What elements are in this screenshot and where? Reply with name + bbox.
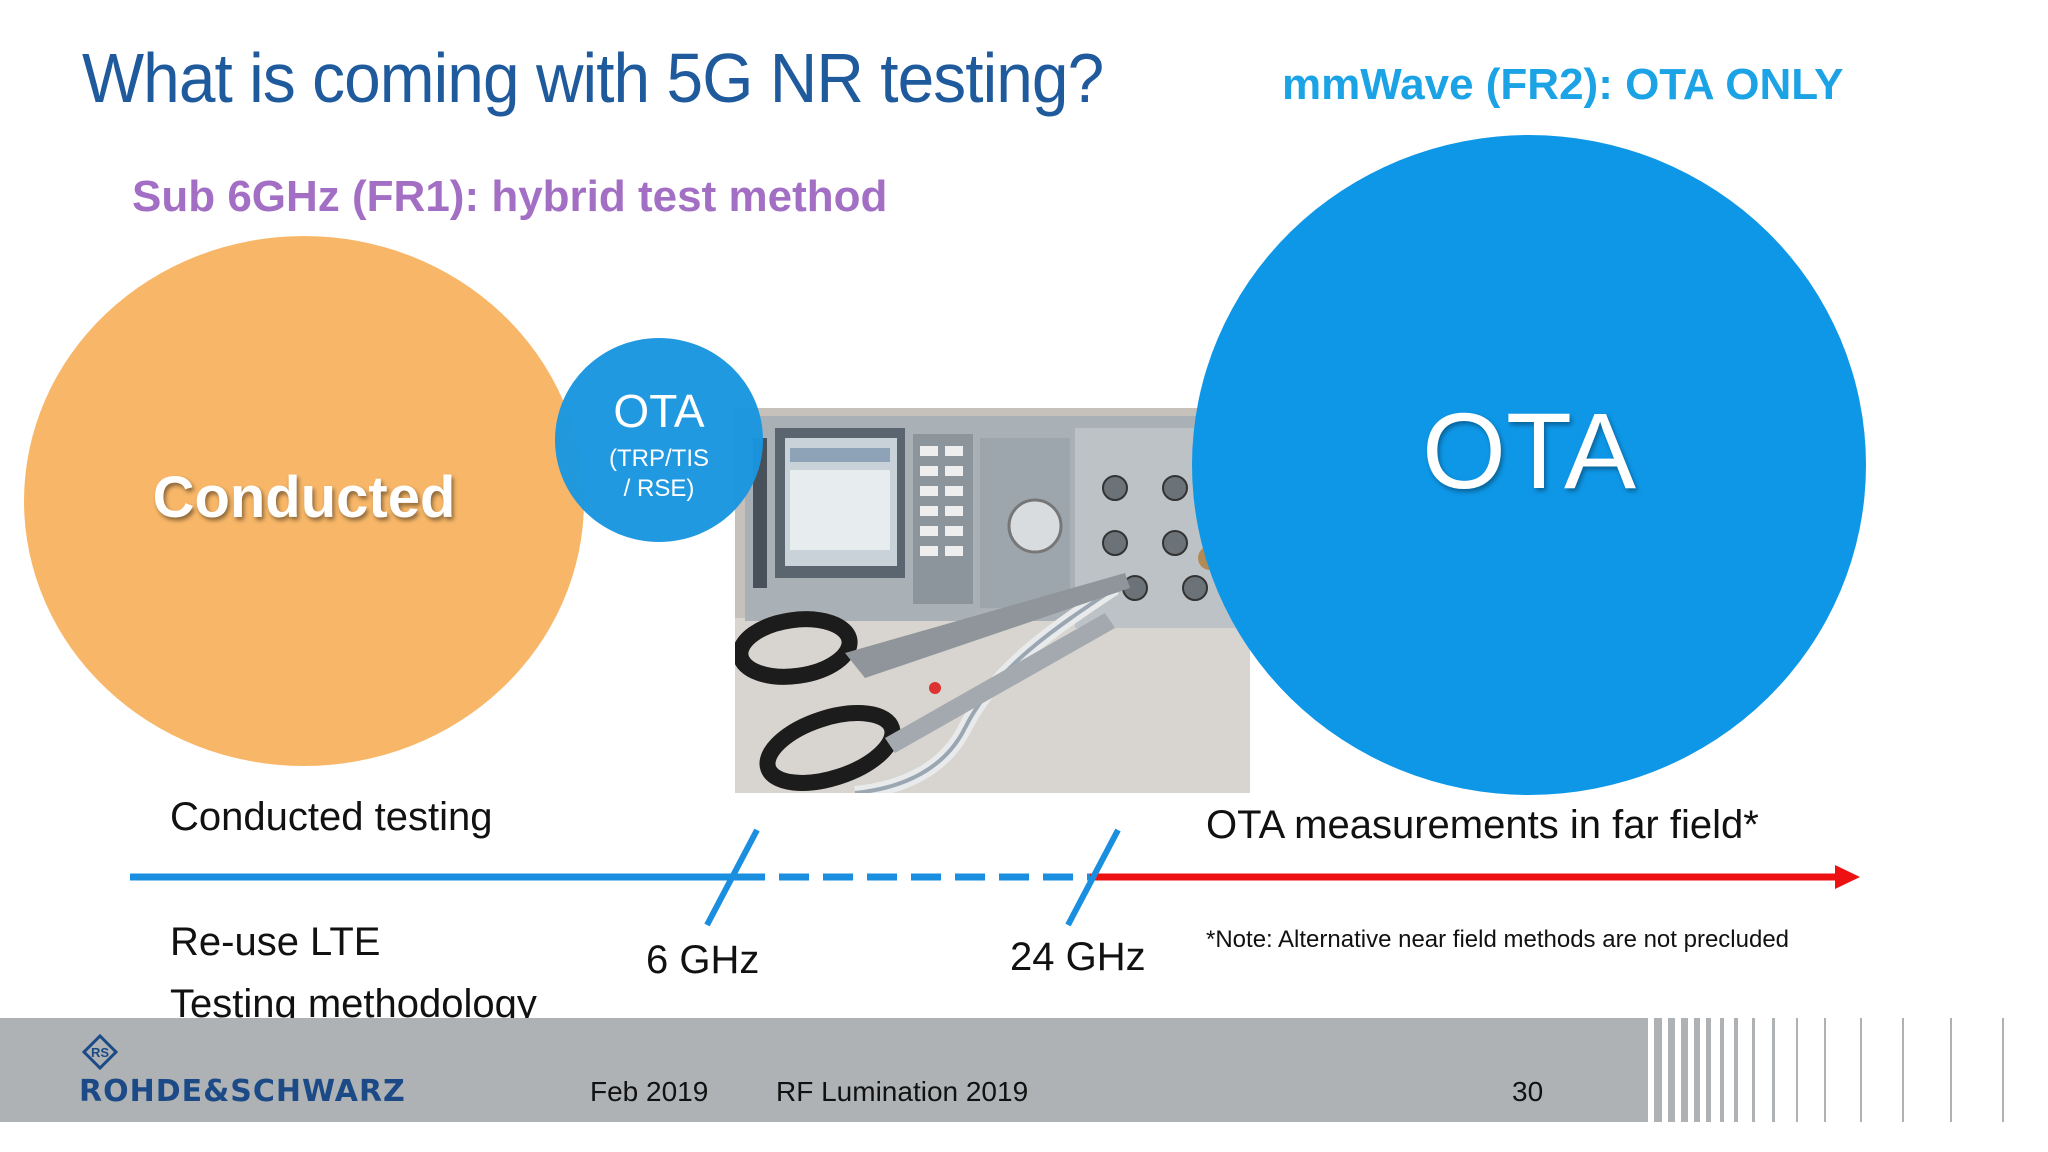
fr1-heading: Sub 6GHz (FR1): hybrid test method [132, 172, 888, 221]
conducted-testing-label: Conducted testing [170, 795, 493, 839]
ota-big-label: OTA [1422, 390, 1636, 511]
logo-wordmark: ROHDE&SCHWARZ [79, 1074, 406, 1109]
ota-small-subtitle: (TRP/TIS / RSE) [555, 444, 763, 504]
footer-bar [0, 1018, 1640, 1122]
equipment-photo [735, 408, 1250, 793]
ota-small-sub-line1: (TRP/TIS [609, 445, 709, 472]
logo-icon: RS [81, 1033, 119, 1071]
footer-date: Feb 2019 [590, 1076, 709, 1107]
footer-event: RF Lumination 2019 [776, 1076, 1029, 1107]
footer-stripes [1610, 1018, 2004, 1122]
svg-text:RS: RS [91, 1045, 109, 1060]
conducted-label: Conducted [152, 465, 456, 530]
conducted-circle [24, 236, 584, 766]
tick-24ghz [1065, 828, 1121, 927]
ota-small-circle [555, 338, 763, 542]
ota-big-circle [1192, 135, 1866, 795]
slide-title: What is coming with 5G NR testing? [82, 39, 1104, 117]
reuse-lte-label: Re-use LTE [170, 920, 381, 964]
fr2-heading: mmWave (FR2): OTA ONLY [1282, 60, 1844, 109]
ota-far-field-label: OTA measurements in far field* [1206, 803, 1759, 847]
footer-page-number: 30 [1512, 1076, 1544, 1107]
equipment-photo-illustration [735, 408, 1250, 793]
freq-6ghz-label: 6 GHz [646, 938, 760, 982]
ota-small-sub-line2: / RSE) [623, 475, 695, 502]
freq-24ghz-label: 24 GHz [1010, 935, 1146, 979]
note-text: *Note: Alternative near field methods ar… [1206, 926, 1790, 953]
tick-6ghz [704, 828, 760, 927]
ota-small-title: OTA [613, 385, 705, 437]
timeline-arrowhead [1835, 865, 1860, 889]
